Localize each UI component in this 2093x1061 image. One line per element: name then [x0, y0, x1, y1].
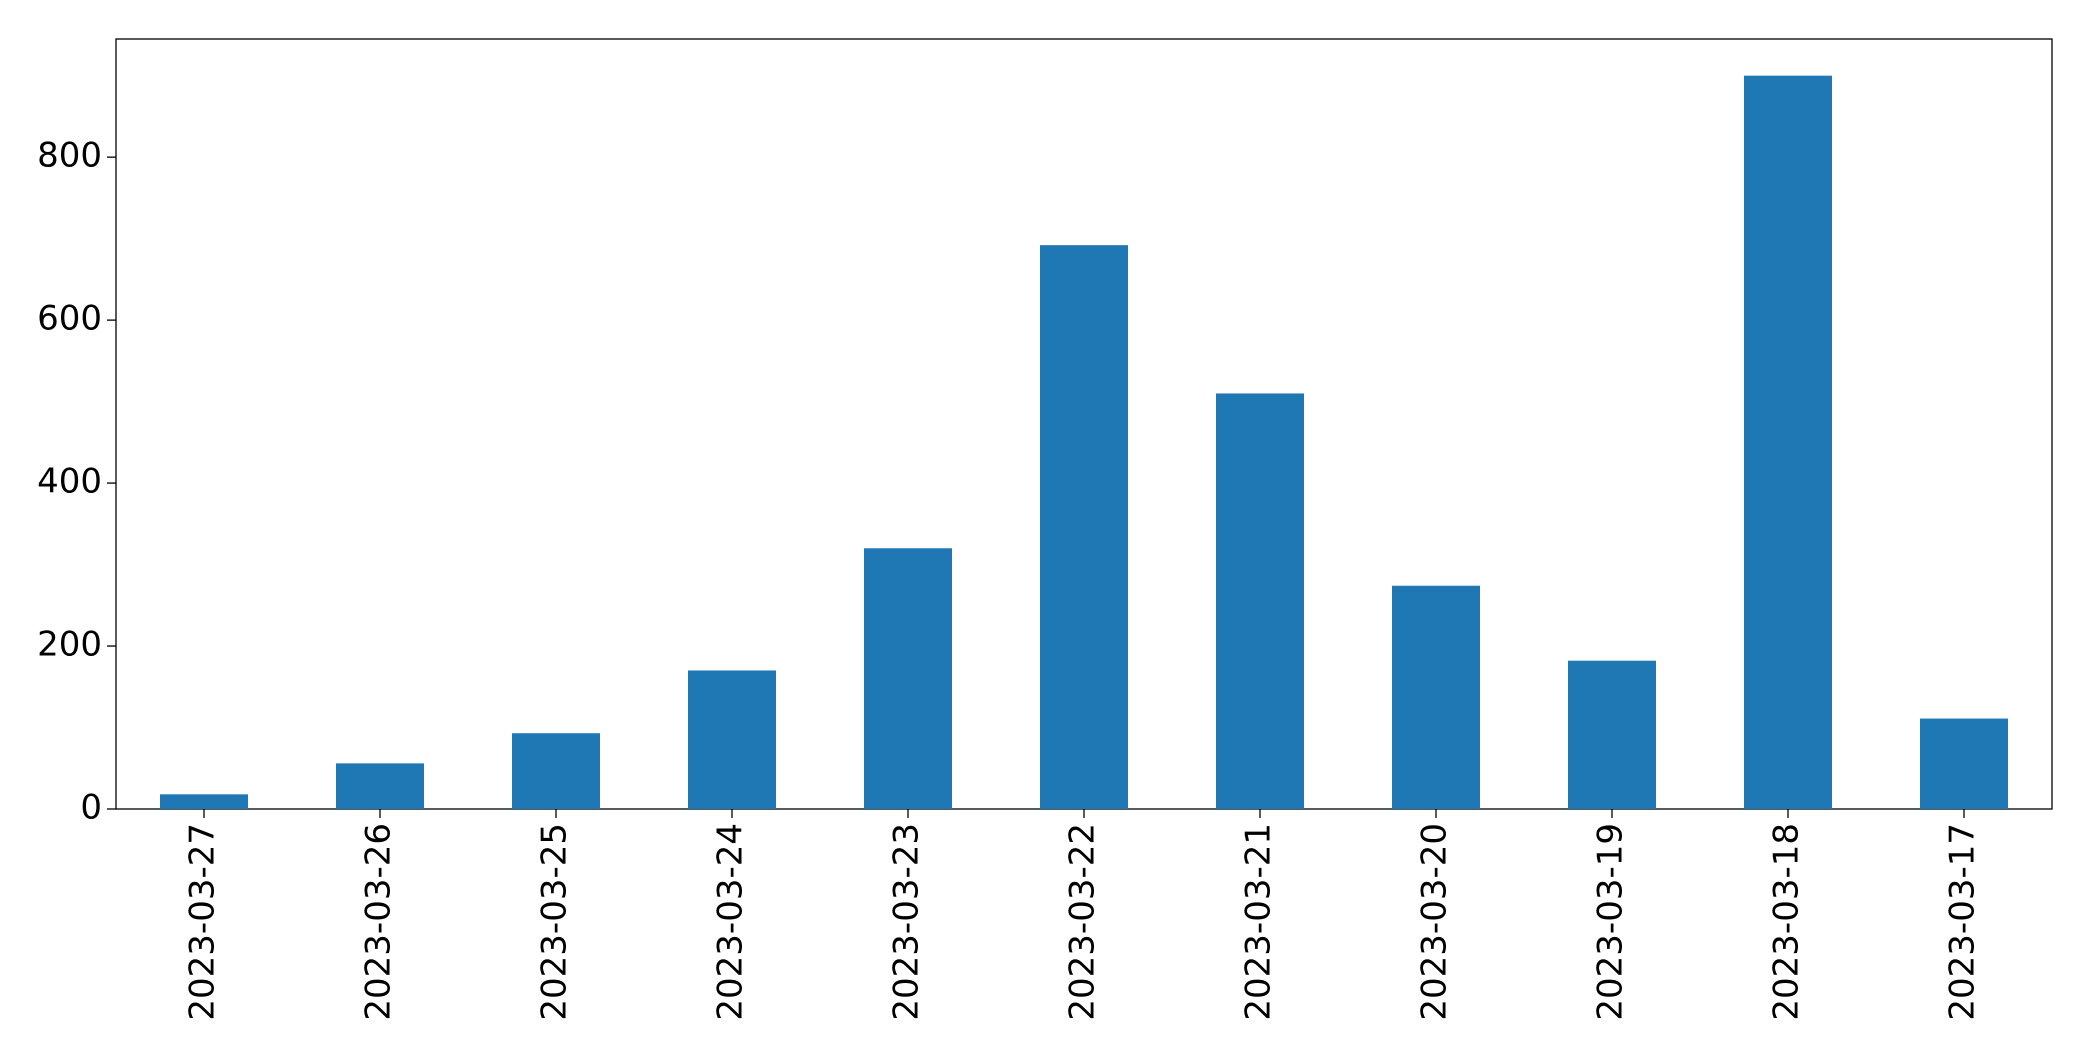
y-tick-label: 800 [37, 136, 102, 176]
bar [1216, 393, 1304, 809]
bar [688, 670, 776, 809]
x-tick-label: 2023-03-21 [1239, 823, 1279, 1021]
x-tick-label: 2023-03-25 [535, 823, 575, 1021]
y-tick-label: 600 [37, 299, 102, 339]
bar [1920, 718, 2008, 809]
x-tick-label: 2023-03-27 [183, 823, 223, 1021]
x-tick-label: 2023-03-18 [1767, 823, 1807, 1021]
bar [336, 763, 424, 809]
y-tick-label: 400 [37, 462, 102, 502]
x-tick-label: 2023-03-26 [359, 823, 399, 1021]
bar [1392, 585, 1480, 809]
bar [512, 733, 600, 809]
x-tick-label: 2023-03-23 [887, 823, 927, 1021]
bar [864, 548, 952, 809]
bar [1040, 245, 1128, 810]
bar [160, 794, 248, 809]
x-tick-label: 2023-03-22 [1063, 823, 1103, 1021]
y-tick-label: 0 [80, 788, 102, 828]
bar [1568, 660, 1656, 809]
x-tick-label: 2023-03-24 [711, 823, 751, 1021]
x-tick-label: 2023-03-20 [1415, 823, 1455, 1021]
y-tick-label: 200 [37, 625, 102, 665]
bar [1744, 75, 1832, 809]
x-tick-label: 2023-03-17 [1943, 823, 1983, 1021]
x-tick-label: 2023-03-19 [1591, 823, 1631, 1021]
